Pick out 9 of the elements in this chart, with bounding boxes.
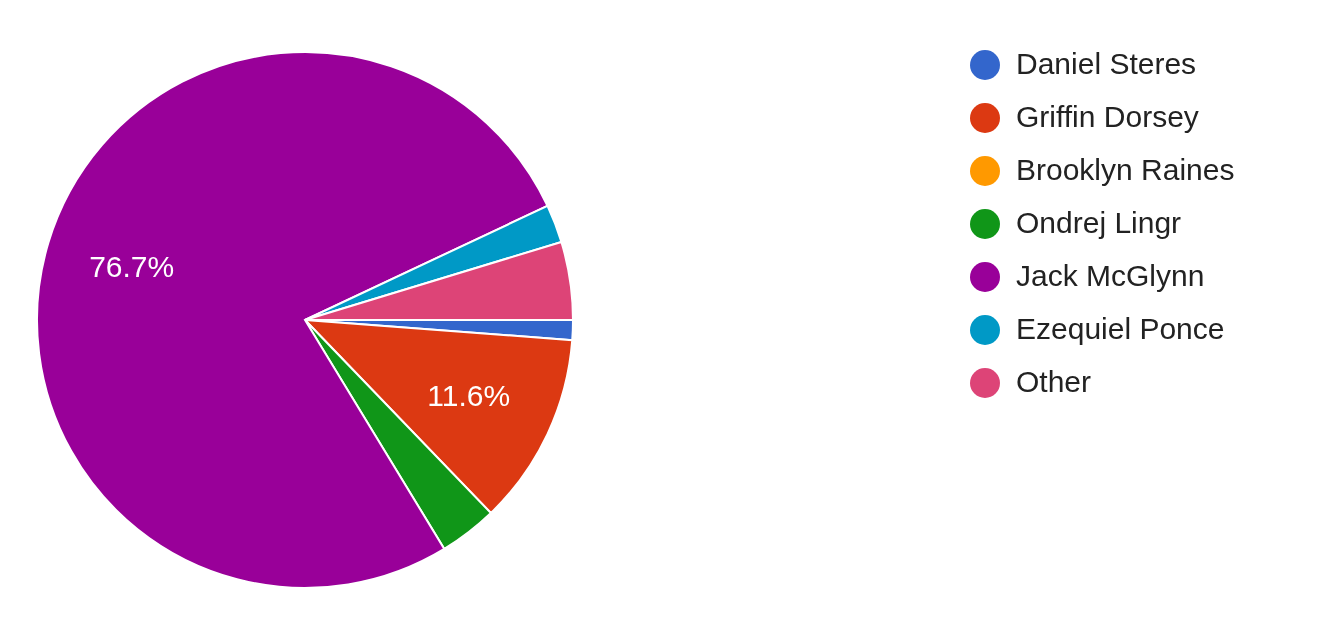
legend-label: Griffin Dorsey (1016, 100, 1199, 133)
legend-label: Brooklyn Raines (1016, 153, 1235, 186)
legend-label: Other (1016, 365, 1092, 398)
legend-label: Ondrej Lingr (1016, 206, 1182, 239)
data-label: 11.6% (427, 379, 511, 413)
legend-label: Daniel Steres (1016, 47, 1197, 80)
data-label: 76.7% (89, 249, 175, 283)
legend-label: Jack McGlynn (1016, 259, 1205, 292)
legend-label: Ezequiel Ponce (1016, 312, 1225, 345)
